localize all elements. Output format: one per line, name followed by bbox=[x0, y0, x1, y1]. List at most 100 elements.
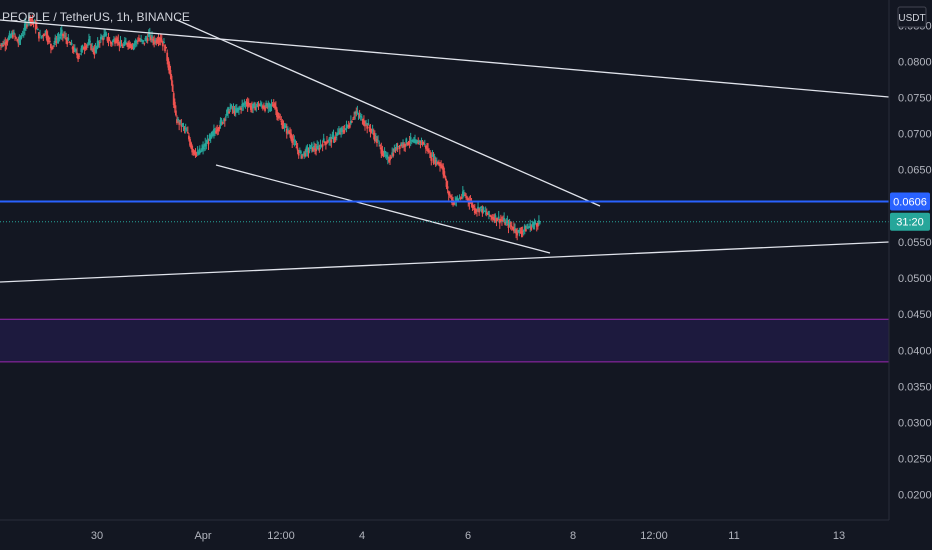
candle-body bbox=[106, 36, 109, 41]
price-zone bbox=[0, 319, 889, 362]
candle-body bbox=[463, 194, 465, 196]
candle-body bbox=[156, 39, 159, 43]
candle-body bbox=[280, 120, 283, 122]
candle-body bbox=[272, 104, 275, 107]
candle-body bbox=[465, 196, 467, 198]
upper-long-trendline[interactable] bbox=[0, 19, 890, 98]
candle-body bbox=[373, 134, 376, 141]
candle-body bbox=[445, 181, 448, 187]
candle-body bbox=[104, 32, 107, 37]
candle-body bbox=[323, 141, 326, 143]
candle-body bbox=[47, 37, 50, 39]
candle-body bbox=[311, 147, 314, 152]
candle-body bbox=[170, 75, 173, 81]
channel-upper-trendline[interactable] bbox=[176, 19, 601, 207]
candle-body bbox=[23, 23, 26, 31]
candle-body bbox=[327, 141, 329, 143]
candle-body bbox=[435, 160, 438, 162]
candle-body bbox=[294, 143, 297, 145]
candle-body bbox=[289, 132, 291, 135]
candle-body bbox=[204, 142, 207, 147]
currency-button[interactable] bbox=[897, 6, 927, 28]
candle-body bbox=[408, 141, 411, 143]
candle-body bbox=[536, 223, 539, 227]
candle-body bbox=[288, 131, 290, 133]
candle-body bbox=[336, 132, 339, 135]
candle-body bbox=[432, 157, 435, 163]
candle-body bbox=[351, 121, 353, 123]
candle-body bbox=[473, 207, 476, 214]
candle-body bbox=[402, 142, 404, 145]
candle-body bbox=[233, 110, 236, 115]
candle-body bbox=[494, 215, 497, 218]
candle-body bbox=[376, 138, 378, 144]
candle-body bbox=[424, 145, 427, 149]
long-support-trendline[interactable] bbox=[0, 241, 890, 283]
candle-body bbox=[284, 125, 287, 128]
candle-body bbox=[407, 141, 410, 145]
candle-body bbox=[504, 221, 507, 226]
candle-body bbox=[501, 219, 503, 221]
candle-body bbox=[495, 217, 498, 222]
candle-body bbox=[157, 39, 160, 43]
candle-body bbox=[352, 118, 354, 120]
candle-body bbox=[290, 133, 293, 140]
candle-body bbox=[406, 142, 409, 145]
candle-body bbox=[499, 219, 502, 221]
candle-body bbox=[84, 46, 87, 50]
candle-body bbox=[197, 153, 200, 155]
candle-body bbox=[132, 45, 135, 47]
candle-body bbox=[319, 144, 322, 147]
candle-body bbox=[34, 23, 37, 30]
candle-body bbox=[385, 154, 388, 157]
candle-body bbox=[73, 47, 76, 50]
candle-body bbox=[97, 43, 100, 45]
candle-body bbox=[430, 154, 433, 161]
candle-body bbox=[332, 134, 335, 139]
candle-body bbox=[254, 106, 257, 111]
candle-body bbox=[235, 109, 238, 112]
candle-body bbox=[179, 119, 182, 123]
candle-body bbox=[291, 136, 294, 143]
candle-body bbox=[134, 40, 137, 44]
candle-body bbox=[111, 40, 114, 43]
candle-body bbox=[363, 120, 365, 126]
candle-body bbox=[453, 202, 456, 205]
channel-lower-trendline[interactable] bbox=[215, 164, 551, 254]
candle-body bbox=[35, 26, 38, 28]
candle-body bbox=[482, 207, 485, 211]
candle-body bbox=[477, 206, 479, 209]
candle-body bbox=[306, 147, 309, 152]
candle-body bbox=[395, 144, 398, 150]
candle-body bbox=[439, 163, 441, 167]
candle-body bbox=[314, 148, 316, 150]
candle-body bbox=[209, 134, 212, 140]
candle-body bbox=[305, 147, 308, 153]
candle-body bbox=[538, 220, 540, 223]
candle-body bbox=[18, 36, 21, 43]
candle-body bbox=[158, 38, 161, 40]
candle-body bbox=[57, 37, 60, 39]
candle-body bbox=[168, 64, 171, 74]
candle-body bbox=[449, 195, 452, 197]
candle-body bbox=[22, 32, 25, 34]
y-tick-label: 0.0300 bbox=[898, 418, 932, 430]
candle-body bbox=[414, 139, 416, 144]
candle-body bbox=[410, 140, 413, 142]
candle-body bbox=[4, 42, 7, 46]
candle-body bbox=[40, 36, 43, 38]
candle-body bbox=[15, 37, 18, 39]
candle-body bbox=[524, 229, 527, 232]
candle-body bbox=[380, 147, 383, 154]
candle-body bbox=[213, 129, 215, 134]
candle-body bbox=[369, 128, 372, 133]
candle-body bbox=[286, 128, 289, 131]
candle-body bbox=[405, 138, 408, 144]
candle-body bbox=[386, 156, 389, 159]
candle-body bbox=[192, 149, 195, 152]
candle-body bbox=[459, 197, 462, 199]
candle-body bbox=[20, 35, 23, 38]
candle-body bbox=[113, 38, 115, 42]
